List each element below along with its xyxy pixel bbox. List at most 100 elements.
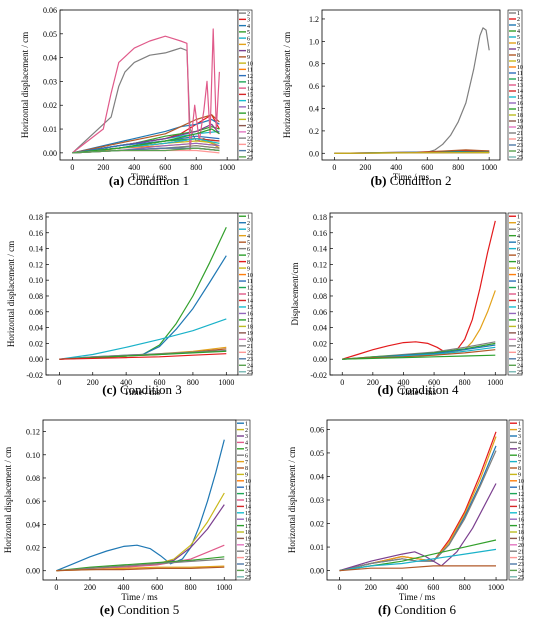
legend-label-25: 25	[245, 575, 251, 581]
y-tick-label: 0.02	[26, 544, 40, 553]
legend-label-10: 10	[517, 65, 523, 71]
x-tick-label: 600	[151, 583, 163, 592]
legend-label-4: 4	[518, 441, 521, 447]
chart-panel-6: 0 200 400 600 800 1000 0.00 0.01 0.02 0.03 0.04 0.0…	[287, 419, 524, 617]
legend-label-22: 22	[517, 351, 523, 357]
legend-label-24: 24	[245, 569, 251, 575]
y-axis-label: Horizontal displacement / cm	[20, 32, 30, 138]
series-line-8	[56, 566, 225, 572]
legend-label-14: 14	[247, 299, 253, 305]
y-axis-label: Horizontal displacement / cm	[3, 447, 13, 553]
legend-label-18: 18	[517, 113, 523, 119]
legend-label-20: 20	[517, 338, 523, 344]
legend-label-13: 13	[517, 83, 523, 89]
legend-label-23: 23	[245, 562, 251, 568]
legend-label-9: 9	[247, 55, 250, 61]
legend-label-5: 5	[247, 30, 250, 36]
legend-label-19: 19	[517, 119, 523, 125]
y-axis-label: Horizontal displacement / cm	[6, 241, 16, 347]
series-line-8	[342, 354, 496, 360]
legend-label-14: 14	[245, 505, 251, 511]
x-tick-label: 200	[359, 163, 371, 172]
y-tick-label: -0.02	[26, 371, 43, 380]
x-tick-label: 0	[332, 163, 336, 172]
legend-label-21: 21	[517, 344, 523, 350]
legend-label-19: 19	[518, 537, 524, 543]
legend-label-20: 20	[517, 125, 523, 131]
x-tick-label: 0	[70, 163, 74, 172]
series-group	[56, 439, 225, 572]
legend-label-10: 10	[247, 273, 253, 279]
legend-label-7: 7	[245, 460, 248, 466]
legend-label-11: 11	[517, 279, 523, 285]
legend-label-12: 12	[247, 286, 253, 292]
legend-label-22: 22	[245, 556, 251, 562]
y-tick-label: 0.12	[29, 260, 43, 269]
legend-label-21: 21	[518, 549, 524, 555]
series-line-1	[56, 439, 225, 572]
x-tick-label: 400	[128, 163, 140, 172]
legend-label-10: 10	[517, 273, 523, 279]
y-tick-label: 0.10	[29, 276, 43, 285]
series-line-18	[72, 128, 220, 154]
caption-text: Condition 1	[124, 173, 189, 188]
x-axis-label: Time / ms	[393, 172, 430, 182]
series-line-14	[72, 28, 220, 154]
legend: 1234567891011121314151617181920212223242…	[237, 212, 253, 376]
legend-label-20: 20	[518, 543, 524, 549]
series-line-5	[339, 483, 497, 572]
legend-label-19: 19	[517, 331, 523, 337]
legend-label-13: 13	[518, 498, 524, 504]
legend-label-9: 9	[517, 266, 520, 272]
x-axis-label: Time / ms	[400, 387, 437, 397]
caption-letter: (b)	[371, 173, 387, 188]
plot-frame	[321, 9, 501, 161]
legend-label-7: 7	[517, 47, 520, 53]
legend-label-11: 11	[245, 485, 251, 491]
legend-label-24: 24	[518, 569, 524, 575]
legend-label-13: 13	[517, 292, 523, 298]
y-tick-label: 0.08	[313, 292, 327, 301]
y-tick-label: 0.04	[43, 54, 57, 63]
legend-label-24: 24	[517, 149, 523, 155]
legend: 1234567891011121314151617181920212223242…	[507, 212, 523, 376]
y-tick-label: 0.01	[43, 125, 57, 134]
legend-label-3: 3	[518, 434, 521, 440]
legend-label-8: 8	[518, 466, 521, 472]
y-tick-label: 0.08	[29, 292, 43, 301]
legend-label-23: 23	[518, 562, 524, 568]
series-group	[342, 220, 496, 360]
legend-label-9: 9	[518, 473, 521, 479]
legend-label-20: 20	[247, 124, 253, 130]
legend-label-14: 14	[517, 299, 523, 305]
legend-label-12: 12	[518, 492, 524, 498]
y-tick-label: 0.02	[29, 339, 43, 348]
legend-label-25: 25	[517, 155, 523, 161]
legend-label-7: 7	[517, 253, 520, 259]
legend-label-6: 6	[517, 247, 520, 253]
legend-label-12: 12	[517, 77, 523, 83]
legend-frame	[237, 9, 253, 161]
legend-label-20: 20	[247, 338, 253, 344]
y-tick-label: 0.02	[313, 339, 327, 348]
series-group	[339, 431, 497, 572]
y-axis-label: Displacement/cm	[290, 263, 300, 326]
legend-label-11: 11	[247, 279, 253, 285]
legend-label-7: 7	[247, 253, 250, 259]
legend-label-3: 3	[247, 227, 250, 233]
legend-label-23: 23	[517, 357, 523, 363]
plot-frame	[42, 419, 237, 581]
legend-label-5: 5	[518, 447, 521, 453]
legend-label-6: 6	[247, 36, 250, 42]
y-tick-label: 0.2	[309, 127, 319, 136]
chart-panel-2: 0 200 400 600 800 1000 0.0 0.2 0.4 0.6 0.8 1.0 1.2 Ti…	[282, 9, 523, 188]
x-tick-label: 800	[185, 583, 197, 592]
x-tick-label: 400	[390, 163, 402, 172]
y-tick-label: 0.00	[29, 355, 43, 364]
series-group	[71, 28, 220, 154]
x-tick-label: 1000	[481, 163, 497, 172]
x-tick-label: 800	[452, 163, 464, 172]
legend-label-16: 16	[247, 99, 253, 105]
legend-label-11: 11	[247, 68, 253, 74]
legend-label-21: 21	[247, 344, 253, 350]
